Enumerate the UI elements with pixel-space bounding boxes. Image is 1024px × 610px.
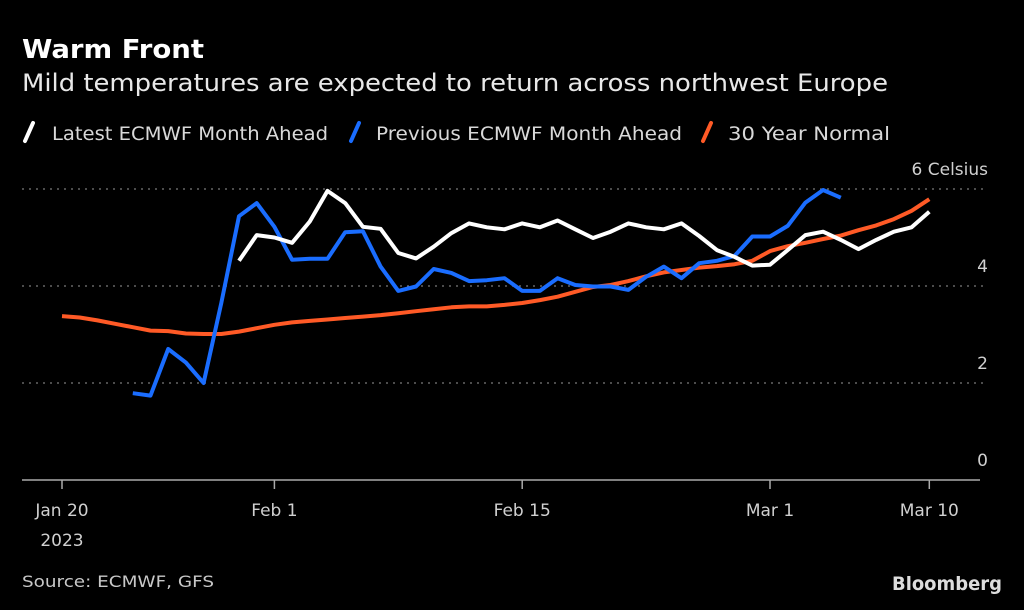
x-axis: Jan 20 2023 Feb 1 Feb 15 Mar 1 Mar 10 bbox=[22, 479, 980, 551]
x-tick-label: Jan 20 bbox=[34, 501, 88, 521]
series-line-normal bbox=[61, 197, 931, 336]
legend-item-previous: Previous ECMWF Month Ahead bbox=[349, 121, 682, 145]
legend-swatch-previous bbox=[349, 121, 361, 143]
x-tick-label: Mar 10 bbox=[900, 501, 959, 521]
y-tick-label: 2 bbox=[977, 354, 988, 374]
legend-swatch-normal bbox=[701, 121, 713, 143]
series-lines bbox=[61, 188, 931, 398]
legend-swatch-latest bbox=[23, 121, 35, 143]
y-tick-label: 6 Celsius bbox=[912, 160, 989, 180]
legend-label-normal: 30 Year Normal bbox=[728, 123, 890, 145]
legend-item-latest: Latest ECMWF Month Ahead bbox=[23, 121, 328, 145]
bloomberg-logo: Bloomberg bbox=[892, 573, 1002, 595]
x-tick-label: Mar 1 bbox=[746, 501, 794, 521]
legend: Latest ECMWF Month Ahead Previous ECMWF … bbox=[23, 121, 890, 145]
x-tick-label: Feb 15 bbox=[494, 501, 551, 521]
source-note: Source: ECMWF, GFS bbox=[22, 572, 214, 591]
legend-label-previous: Previous ECMWF Month Ahead bbox=[376, 123, 682, 145]
x-tick-sublabel: 2023 bbox=[40, 531, 83, 551]
legend-item-normal: 30 Year Normal bbox=[701, 121, 890, 145]
y-tick-label: 4 bbox=[977, 257, 988, 277]
chart-subtitle: Mild temperatures are expected to return… bbox=[22, 69, 888, 97]
y-tick-label: 0 bbox=[977, 451, 988, 471]
chart-title: Warm Front bbox=[22, 35, 204, 65]
x-tick-label: Feb 1 bbox=[251, 501, 297, 521]
legend-label-latest: Latest ECMWF Month Ahead bbox=[52, 123, 328, 145]
series-line-previous bbox=[132, 188, 842, 398]
y-axis-ticks: 6 Celsius 4 2 0 bbox=[912, 160, 989, 471]
series-line-latest bbox=[237, 188, 931, 268]
